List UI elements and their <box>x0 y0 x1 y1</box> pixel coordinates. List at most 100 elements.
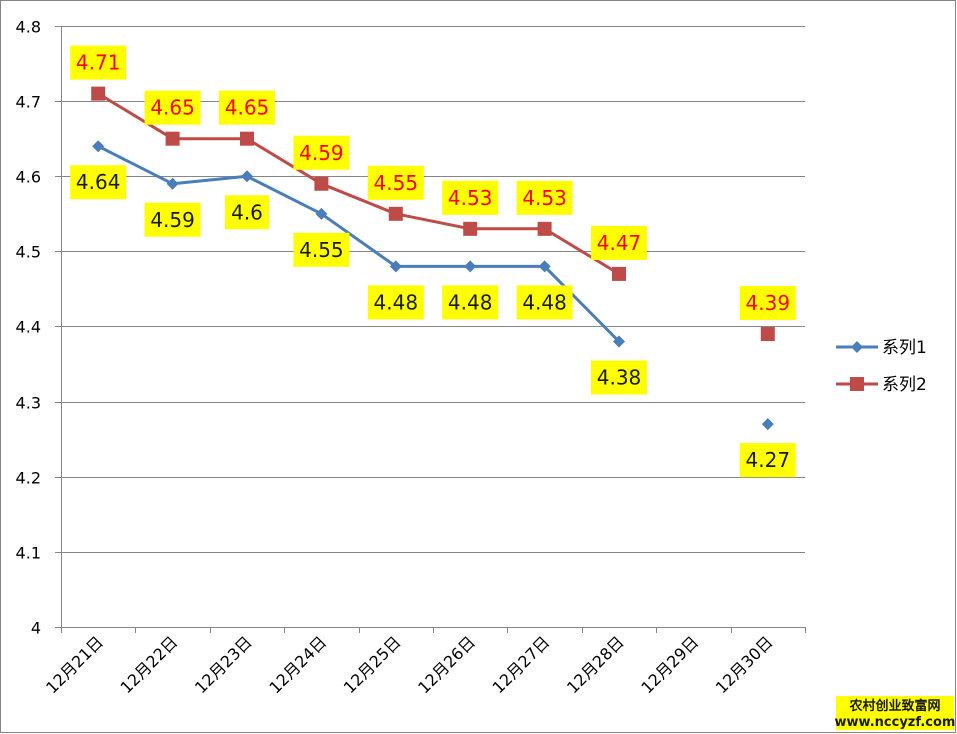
series-1-point <box>464 260 477 273</box>
series-2-point <box>537 221 552 236</box>
series-2-point <box>240 131 254 146</box>
data-label-background <box>591 225 647 260</box>
series-2-data-label: 4.59 <box>293 135 350 170</box>
y-tick-label: 4.1 <box>16 544 41 563</box>
series-1-line-0 <box>97 144 621 343</box>
data-label-background <box>591 360 647 395</box>
data-label-background <box>225 195 269 230</box>
y-tick-label: 4.7 <box>16 93 41 112</box>
series-2-data-label: 4.55 <box>367 165 424 200</box>
data-label-text: 4.64 <box>76 170 121 194</box>
legend-label: 系列1 <box>882 338 927 358</box>
series-1-data-label: 4.48 <box>442 285 499 320</box>
data-label-background <box>516 285 573 320</box>
data-label-text: 4.6 <box>231 200 263 224</box>
data-label-text: 4.48 <box>374 290 419 314</box>
series-2-line-0 <box>97 92 620 276</box>
series-2 <box>91 86 775 342</box>
data-label-text: 4.27 <box>746 448 791 472</box>
data-label-background <box>739 443 796 478</box>
watermark-line1: 农村创业致富网 <box>848 698 940 714</box>
series-2-data-label: 4.53 <box>442 180 499 215</box>
data-label-text: 4.55 <box>299 238 344 262</box>
series-1-point <box>613 335 625 348</box>
data-label-text: 4.55 <box>374 171 419 195</box>
series-2-data-label: 4.65 <box>144 90 201 125</box>
data-label-background <box>70 45 127 80</box>
y-tick-label: 4.6 <box>16 168 41 187</box>
data-label-background <box>367 165 424 200</box>
data-label-background <box>442 180 499 215</box>
watermark-line2: www.nccyzf.com <box>835 715 956 730</box>
data-label-background <box>144 90 201 125</box>
data-labels: 4.64 4.59 4.6 4.55 4.48 4.48 4.48 4.38 4.27 4.71 4… <box>70 45 796 478</box>
series-2-point <box>388 206 403 221</box>
series-2-data-label: 4.65 <box>219 90 275 125</box>
series-1-point <box>92 140 105 153</box>
data-label-background <box>219 90 275 125</box>
series-1-data-label: 4.64 <box>70 165 127 200</box>
series-1-data-label: 4.59 <box>144 202 201 237</box>
series-1-data-label: 4.55 <box>293 232 350 267</box>
watermark: 农村创业致富网 www.nccyzf.com <box>835 696 956 730</box>
legend-entry-2: 系列2 <box>836 375 927 395</box>
series-2-data-label: 4.47 <box>591 225 647 260</box>
series-2-point <box>314 176 329 191</box>
watermark-background <box>836 696 954 730</box>
data-label-background <box>442 285 499 320</box>
y-tick-label: 4.5 <box>16 243 41 262</box>
legend-entry-1: 系列1 <box>836 338 927 358</box>
data-label-text: 4.65 <box>150 96 195 120</box>
data-label-background <box>70 165 127 200</box>
series-1 <box>92 140 774 431</box>
y-tick-label: 4.2 <box>16 469 41 488</box>
y-tick-label: 4.3 <box>16 394 41 413</box>
series-1-data-label: 4.6 <box>225 195 269 230</box>
series <box>91 86 775 431</box>
data-label-background <box>516 180 573 215</box>
legend-label: 系列2 <box>882 375 927 395</box>
data-label-text: 4.53 <box>448 186 493 210</box>
y-tick-label: 4.8 <box>16 18 41 37</box>
series-2-point <box>463 221 478 236</box>
legend: 系列1 系列2 <box>836 338 927 395</box>
series-2-point <box>760 327 775 342</box>
data-label-text: 4.48 <box>448 290 493 314</box>
data-label-background <box>144 202 201 237</box>
data-label-text: 4.38 <box>597 366 642 390</box>
data-label-text: 4.71 <box>76 51 121 75</box>
data-label-text: 4.59 <box>299 141 344 165</box>
y-tick-label: 4 <box>31 619 41 638</box>
series-1-data-label: 4.27 <box>739 443 796 478</box>
series-1-point <box>389 260 402 273</box>
data-label-text: 4.53 <box>522 186 567 210</box>
data-label-text: 4.59 <box>150 208 195 232</box>
series-2-point <box>91 86 106 101</box>
data-label-background <box>293 232 350 267</box>
data-label-text: 4.65 <box>225 96 270 120</box>
series-1-point <box>166 177 179 190</box>
data-label-background <box>293 135 350 170</box>
series-1-data-label: 4.48 <box>367 285 424 320</box>
data-label-background <box>367 285 424 320</box>
data-label-text: 4.47 <box>597 231 642 255</box>
legend-marker <box>851 341 863 353</box>
series-1-data-label: 4.48 <box>516 285 573 320</box>
series-2-point <box>165 131 180 146</box>
series-2-point <box>612 266 626 281</box>
series-1-data-label: 4.38 <box>591 360 647 395</box>
series-1-point <box>241 170 253 183</box>
data-label-background <box>739 286 796 321</box>
series-1-point <box>315 207 328 220</box>
data-label-text: 4.48 <box>522 290 567 314</box>
series-1-point <box>761 418 774 431</box>
legend-marker <box>850 377 864 391</box>
data-label-text: 4.39 <box>746 291 791 315</box>
y-tick-label: 4.4 <box>16 318 41 337</box>
series-2-data-label: 4.39 <box>739 286 796 321</box>
series-2-data-label: 4.53 <box>516 180 573 215</box>
series-1-point <box>538 260 551 273</box>
series-2-data-label: 4.71 <box>70 45 127 80</box>
